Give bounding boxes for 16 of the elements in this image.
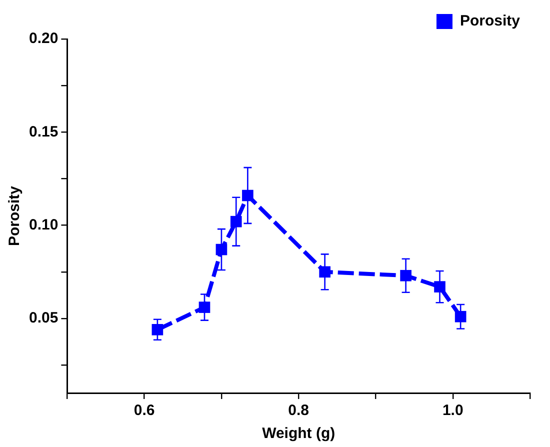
point [434, 281, 446, 292]
point [319, 266, 330, 278]
point [454, 310, 466, 322]
y-tick-label: 0.10 [28, 216, 58, 234]
point [400, 270, 412, 282]
x-axis-title: Weight (g) [262, 425, 336, 442]
point [198, 302, 210, 313]
y-tick-label: 0.15 [28, 123, 58, 140]
y-axis-title: Porosity [6, 185, 24, 246]
y-tick-label: 0.20 [28, 30, 58, 48]
x-tick-label: 0.8 [288, 402, 310, 420]
x-tick-label: 0.6 [134, 402, 155, 420]
point [152, 324, 164, 336]
legend-label: Porosity [460, 12, 521, 30]
y-tick-label: 0.05 [28, 310, 58, 327]
x-tick-label: 1.0 [442, 402, 464, 420]
